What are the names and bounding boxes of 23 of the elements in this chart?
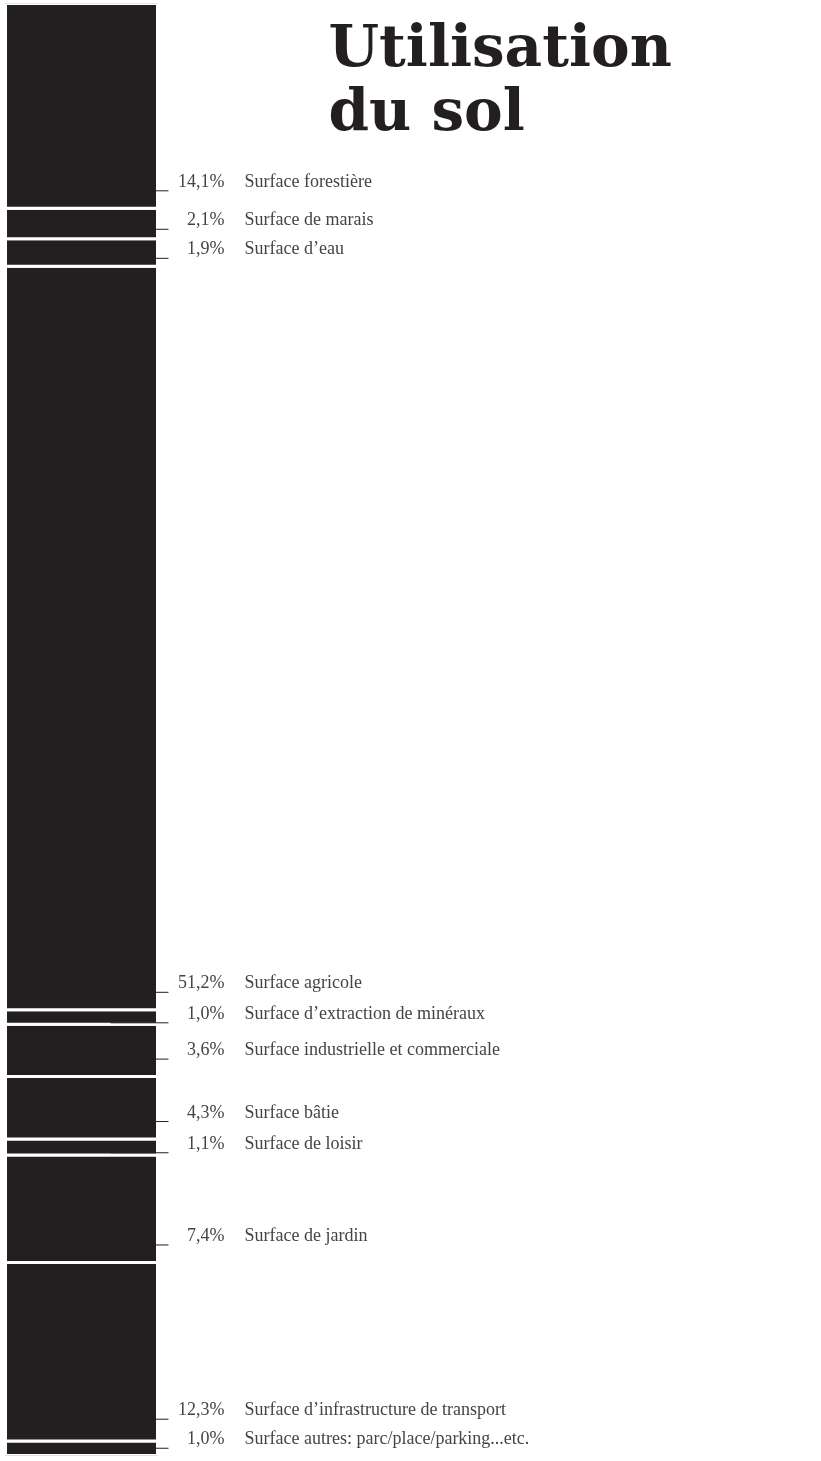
text: Surface de marais xyxy=(244,209,374,230)
text: Surface de loisir xyxy=(244,1132,363,1153)
data-label: 1,0% xyxy=(187,1428,225,1449)
data-label: 1,9% xyxy=(187,238,225,259)
text: Utilisation du sol xyxy=(328,11,672,145)
data-label: 12,3% xyxy=(178,1399,225,1420)
text: Surface bâtie xyxy=(244,1101,339,1122)
data-label: 51,2% xyxy=(178,972,225,993)
data-label: 3,6% xyxy=(187,1039,225,1060)
text: Surface agricole xyxy=(244,972,362,993)
data-label: 7,4% xyxy=(187,1224,225,1245)
text: Surface d’infrastructure de transport xyxy=(244,1399,506,1420)
text: Surface forestière xyxy=(244,170,372,191)
data-label: 2,1% xyxy=(187,209,225,230)
text: Surface de jardin xyxy=(244,1224,368,1245)
text: Surface d’eau xyxy=(244,238,344,259)
text: Surface industrielle et commerciale xyxy=(244,1039,500,1060)
data-label: 1,1% xyxy=(187,1132,225,1153)
data-label: 4,3% xyxy=(187,1101,225,1122)
text: Surface d’extraction de minéraux xyxy=(244,1002,485,1023)
data-label: 14,1% xyxy=(178,170,225,191)
data-label: 1,0% xyxy=(187,1002,225,1023)
text: Surface autres: parc/place/parking...etc. xyxy=(244,1428,530,1449)
